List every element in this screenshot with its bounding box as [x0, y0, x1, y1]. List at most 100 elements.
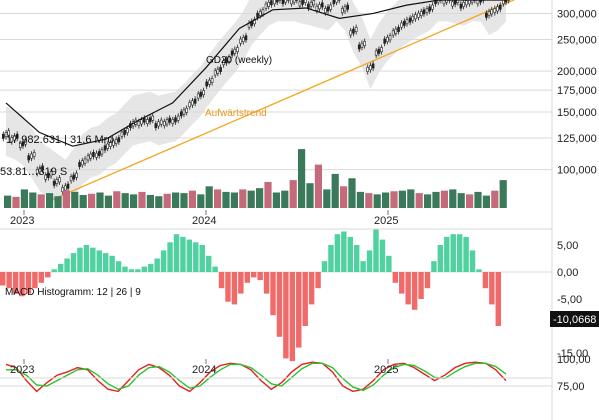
candle-body: [343, 6, 347, 12]
moving-average-line: [5, 0, 506, 147]
candle-body: [312, 0, 316, 6]
candle-body: [44, 174, 47, 180]
candle-body: [422, 9, 426, 15]
macd-value-badge: -10,0668: [550, 311, 599, 327]
candle-body: [24, 139, 27, 145]
macd-histogram-bar: [366, 250, 373, 272]
candle-body: [275, 0, 279, 3]
candle-body: [58, 177, 61, 183]
year-axis-label: 2023: [10, 215, 34, 227]
volume-bar: [79, 194, 87, 208]
candle-body: [309, 1, 313, 7]
candle-body: [318, 4, 321, 10]
candle-body: [354, 27, 358, 32]
macd-histogram-bar: [244, 272, 250, 283]
moving-average-layer: [5, 0, 506, 147]
candle-body: [487, 11, 491, 16]
candle-body: [80, 160, 84, 166]
candle-body: [123, 129, 126, 135]
volume-bar: [20, 189, 28, 208]
macd-histogram-bar: [495, 272, 501, 326]
volume-value-label-2: 53.81…319 S: [0, 166, 67, 178]
year-axis-label: 2023: [10, 364, 34, 376]
macd-histogram-bar: [418, 272, 424, 299]
volume-bar: [121, 193, 129, 208]
candle-body: [146, 119, 149, 125]
candle-body: [151, 115, 155, 121]
candle-body: [329, 4, 333, 10]
candle-body: [49, 171, 53, 177]
volume-layer: [4, 149, 507, 208]
stoch-axis-tick-label: 75,00: [557, 381, 585, 393]
volume-bar: [146, 194, 154, 208]
candle-body: [163, 121, 166, 127]
macd-histogram-bar: [12, 272, 19, 294]
macd-histogram-bar: [283, 272, 289, 359]
volume-bar: [172, 192, 180, 208]
candle-body: [425, 8, 429, 14]
macd-histogram-bar: [90, 247, 96, 272]
candle-body: [83, 158, 87, 164]
candle-body: [434, 0, 437, 5]
volume-bar: [239, 189, 247, 208]
volume-bar: [289, 180, 297, 208]
candle-body: [284, 0, 287, 3]
candle-body: [199, 91, 203, 97]
candle-body: [154, 123, 158, 129]
macd-histogram-bar: [392, 272, 399, 283]
candle-body: [117, 137, 121, 143]
volume-bar: [432, 191, 440, 208]
candle-body: [264, 3, 268, 9]
candle-body: [208, 79, 211, 85]
candle-body: [216, 68, 220, 74]
volume-bar: [62, 190, 70, 208]
candle-body: [332, 0, 336, 5]
macd-histogram-bar: [257, 272, 263, 281]
candle-body: [103, 145, 107, 151]
volume-bar: [365, 193, 373, 208]
candle-body: [109, 142, 112, 147]
candle-body: [179, 111, 183, 117]
candle-body: [501, 0, 505, 5]
candle-body: [157, 121, 160, 127]
macd-histogram-bar: [431, 261, 437, 272]
price-axis-tick-label: 100,000: [557, 165, 597, 177]
macd-histogram-bar: [70, 253, 77, 272]
candle-body: [374, 50, 378, 56]
candle-body: [140, 119, 143, 125]
candle-body: [114, 139, 118, 144]
price-band: [6, 0, 506, 210]
candle-body: [78, 162, 81, 167]
candle-body: [202, 90, 205, 96]
candle-body: [496, 6, 499, 12]
candle-body: [69, 176, 73, 182]
volume-bar: [138, 191, 146, 208]
volume-bar: [46, 193, 54, 208]
macd-layer: [0, 228, 552, 362]
volume-bar: [214, 189, 222, 208]
macd-histogram-bar: [25, 272, 32, 294]
candle-body: [417, 12, 420, 18]
macd-histogram-bar: [51, 269, 57, 272]
candle-body: [400, 22, 403, 28]
volume-bar: [197, 194, 205, 208]
candle-body: [414, 14, 417, 20]
candle-body: [72, 174, 76, 180]
candle-body: [468, 0, 471, 5]
macd-axis-tick-label: 0,00: [557, 267, 578, 279]
macd-histogram-bar: [167, 242, 173, 272]
candle-body: [185, 107, 188, 113]
volume-bar: [499, 180, 507, 208]
macd-histogram-bar: [160, 250, 167, 272]
macd-histogram-bar: [328, 245, 334, 272]
volume-bar: [71, 191, 79, 208]
macd-histogram-bar: [148, 263, 154, 272]
candle-body: [386, 37, 389, 42]
volume-bar: [415, 193, 423, 208]
candle-body: [196, 93, 200, 99]
candle-body: [236, 47, 239, 53]
macd-histogram-bar: [482, 272, 489, 289]
candle-body: [408, 17, 412, 23]
candle-body: [126, 128, 129, 134]
candle-body: [493, 8, 497, 14]
